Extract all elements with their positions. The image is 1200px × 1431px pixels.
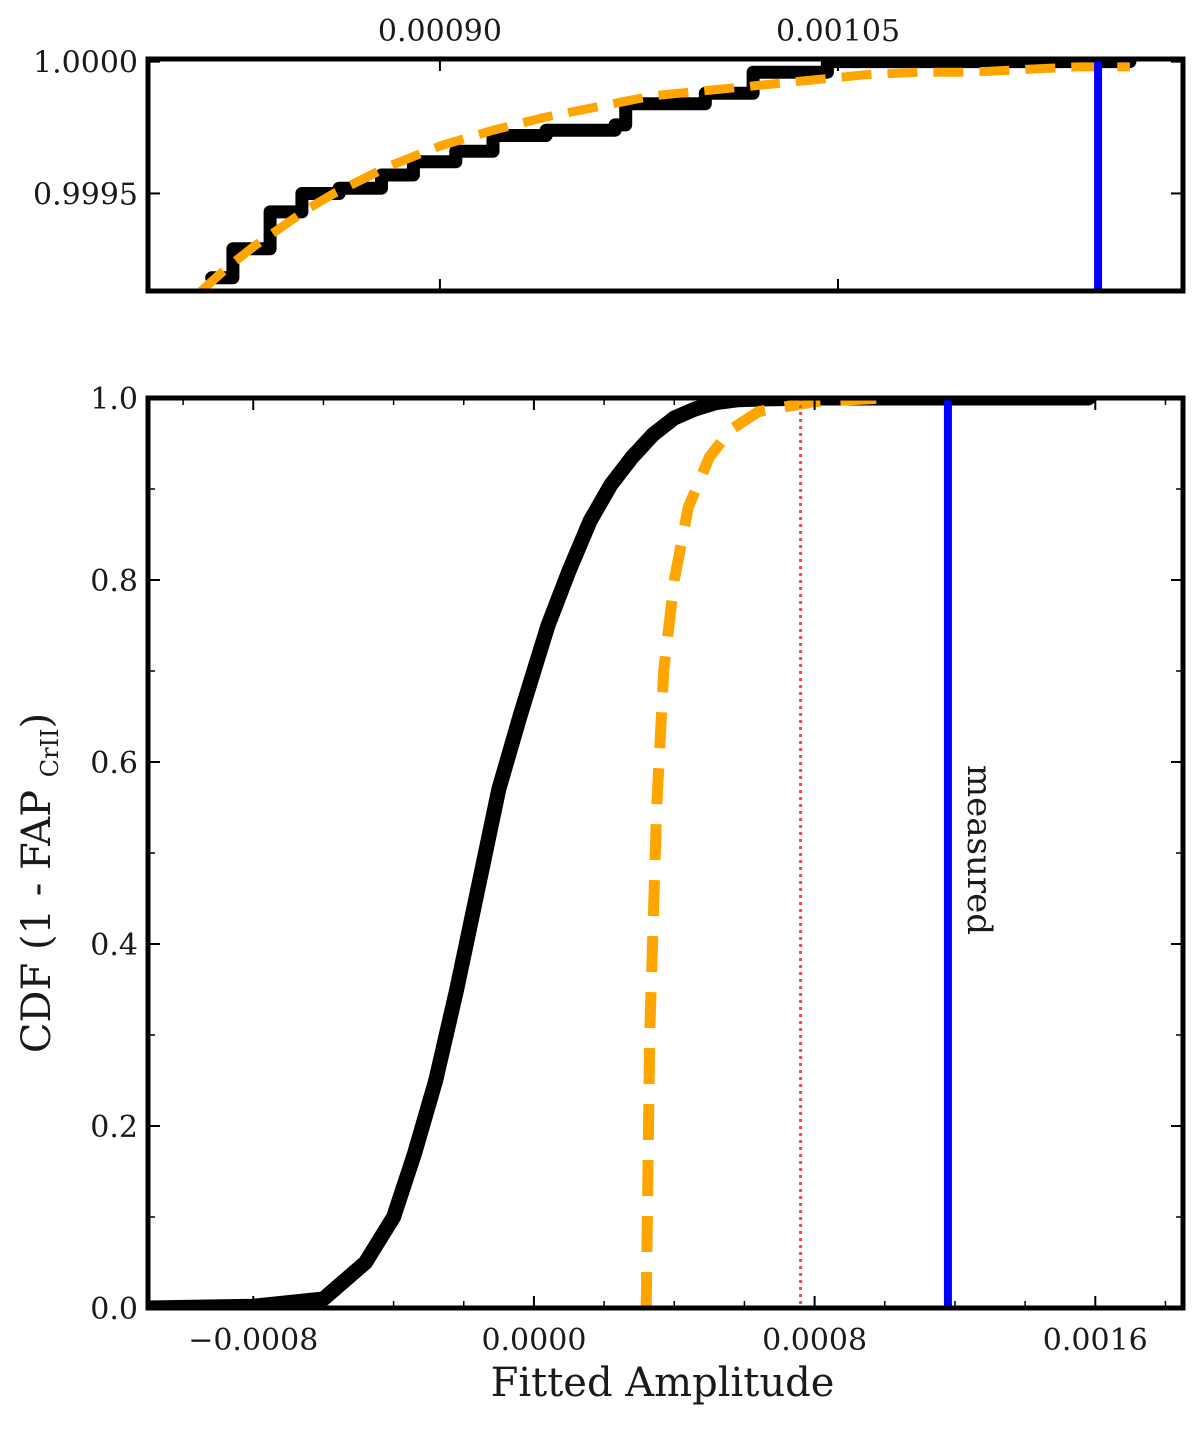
x-axis-label: Fitted Amplitude [491, 1360, 835, 1406]
main-x-tick-label: −0.0008 [188, 1323, 318, 1358]
inset-y-tick-label: 0.9995 [33, 177, 138, 212]
inset-y-tick-label: 1.0000 [33, 46, 138, 81]
y-axis-label: CDF (1 - FAP CrII) [14, 713, 64, 1053]
main-frame [145, 395, 1186, 1311]
main-y-tick-label: 0.8 [90, 564, 138, 599]
main-plot-area [148, 398, 1096, 1308]
main-y-tick-label: 0.6 [90, 746, 138, 781]
main-y-tick-label: 0.0 [90, 1292, 138, 1327]
main-y-tick-label: 0.4 [90, 928, 138, 963]
main-x-tick-label: 0.0000 [481, 1323, 586, 1358]
inset-x-tick-label: 0.00105 [776, 14, 900, 49]
main-series-fit-line [640, 398, 886, 1308]
main-y-tick-label: 1.0 [90, 382, 138, 417]
inset-panel: 0.00090 0.00105 0.9995 1.0000 [33, 14, 1186, 294]
inset-plot-area [198, 59, 1137, 291]
inset-frame [145, 56, 1186, 294]
main-y-tick-label: 0.2 [90, 1110, 138, 1145]
main-x-tick-label: 0.0016 [1043, 1323, 1148, 1358]
inset-series-fit-line [198, 62, 1130, 291]
measured-annotation: measured [959, 765, 999, 935]
main-panel: −0.0008 0.0000 0.0008 0.0016 0.0 0.2 0.4 0.6 0.8… [14, 382, 1186, 1406]
main-x-tick-label: 0.0008 [762, 1323, 867, 1358]
inset-x-tick-label: 0.00090 [378, 14, 502, 49]
